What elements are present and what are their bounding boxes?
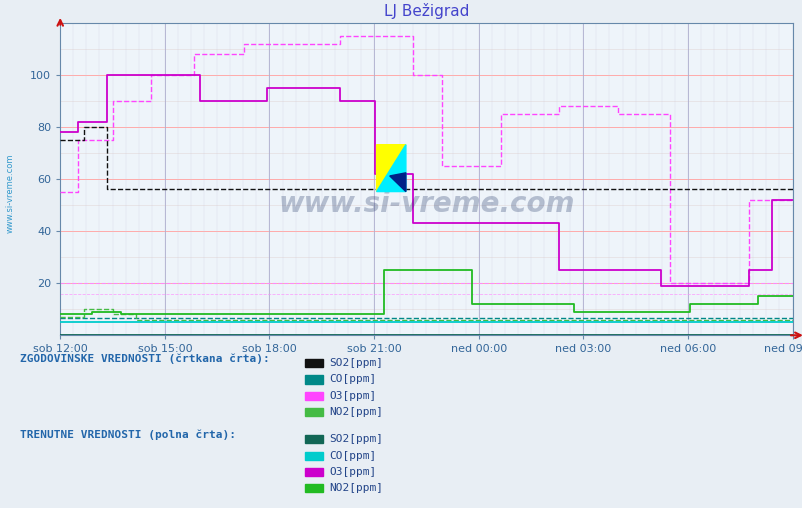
Text: SO2[ppm]: SO2[ppm] [329, 358, 383, 368]
Title: LJ Bežigrad: LJ Bežigrad [383, 3, 468, 19]
Text: O3[ppm]: O3[ppm] [329, 391, 376, 401]
Polygon shape [389, 173, 405, 192]
Polygon shape [376, 145, 405, 192]
Text: NO2[ppm]: NO2[ppm] [329, 483, 383, 493]
Text: www.si-vreme.com: www.si-vreme.com [6, 153, 15, 233]
Text: TRENUTNE VREDNOSTI (polna črta):: TRENUTNE VREDNOSTI (polna črta): [20, 429, 236, 440]
Text: CO[ppm]: CO[ppm] [329, 374, 376, 385]
Text: www.si-vreme.com: www.si-vreme.com [277, 190, 574, 218]
Text: ZGODOVINSKE VREDNOSTI (črtkana črta):: ZGODOVINSKE VREDNOSTI (črtkana črta): [20, 353, 269, 364]
Text: NO2[ppm]: NO2[ppm] [329, 407, 383, 417]
Text: SO2[ppm]: SO2[ppm] [329, 434, 383, 444]
Polygon shape [376, 145, 405, 192]
Text: O3[ppm]: O3[ppm] [329, 467, 376, 477]
Text: CO[ppm]: CO[ppm] [329, 451, 376, 461]
